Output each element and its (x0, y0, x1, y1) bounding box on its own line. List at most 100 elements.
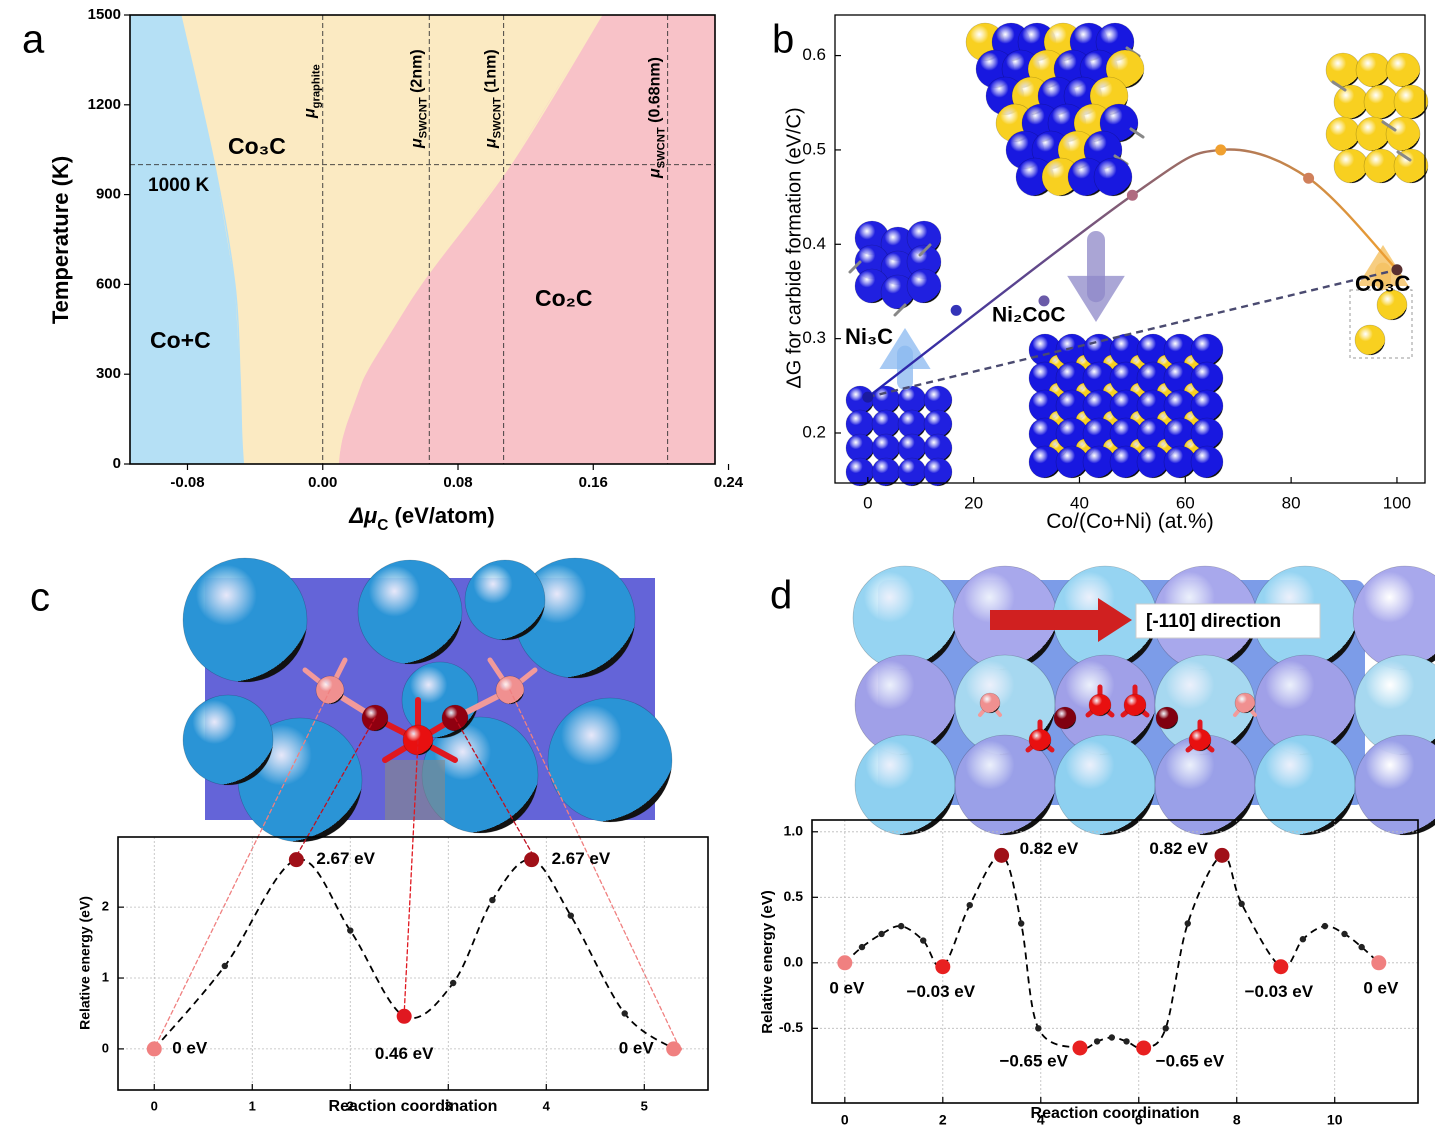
bond (153, 689, 331, 1050)
atom (1354, 324, 1386, 356)
data-point (221, 962, 229, 970)
x-tick-label: 40 (1070, 493, 1089, 512)
panel-label: a (22, 18, 45, 62)
arrow-head (1067, 275, 1125, 322)
bond (454, 717, 534, 856)
data-label: −0.65 eV (1156, 1051, 1225, 1070)
bond (296, 717, 376, 856)
atom (897, 457, 927, 487)
data-point (1035, 1025, 1042, 1032)
y-tick-label: 2 (102, 899, 109, 914)
label-main: Δμ (348, 503, 377, 528)
series-line (844, 854, 1380, 1050)
y-axis-label: Temperature (K) (48, 156, 73, 324)
y-tick-label: 0 (113, 455, 121, 472)
plot-area (118, 837, 708, 1090)
data-point (449, 979, 457, 987)
atom (1363, 84, 1399, 120)
label-sub: SWCNT (417, 97, 429, 138)
y-tick-label: 0.3 (802, 328, 826, 347)
x-tick-label: 6 (1135, 1112, 1143, 1127)
y-tick-label: 300 (96, 365, 121, 382)
atom (1123, 693, 1147, 717)
data-label: −0.03 eV (907, 982, 976, 1001)
data-point (1126, 189, 1138, 201)
y-axis-label: Relative energy (eV) (759, 890, 776, 1033)
data-label: 0.46 eV (375, 1044, 434, 1063)
y-axis-label: Relative energy (eV) (77, 896, 93, 1030)
plot-frame (834, 14, 1426, 484)
label-sub: SWCNT (656, 127, 668, 168)
atom (1355, 52, 1391, 88)
rich-label: ΔμC (eV/atom) (348, 503, 495, 534)
label-main: Co/(Co+Ni) (at.%) (1046, 510, 1213, 533)
data-point (1136, 1040, 1152, 1056)
decorations (152, 22, 1435, 1051)
atom (1354, 734, 1435, 836)
atom (1385, 52, 1421, 88)
label-tail: (0.68nm) (647, 57, 664, 127)
atom (464, 559, 546, 641)
data-point (567, 912, 574, 919)
y-tick-label: 600 (96, 275, 121, 292)
label-main: μ (483, 138, 500, 149)
annotation: [-110] direction (1146, 611, 1281, 632)
atom (357, 559, 463, 665)
rich-label: Reaction coordination (1031, 1105, 1200, 1122)
series-line (867, 148, 1398, 399)
label-main: Reaction coordination (329, 1098, 498, 1115)
data-point (1017, 920, 1025, 927)
panel-label: d (770, 574, 792, 618)
x-tick-label: 5 (641, 1098, 648, 1113)
atom (1234, 692, 1256, 714)
rich-label: Reaction coordination (329, 1098, 498, 1115)
data-label: −0.65 eV (999, 1051, 1068, 1070)
atom (845, 457, 875, 487)
data-label: 0 eV (619, 1038, 655, 1057)
region-fill (130, 15, 244, 464)
data-label: 0.82 eV (1020, 839, 1079, 858)
y-tick-label: 0.4 (802, 234, 826, 253)
panel-label: c (30, 576, 50, 620)
plot-frame (129, 14, 716, 465)
x-tick-label: 2 (939, 1112, 947, 1127)
bond (848, 260, 862, 274)
x-tick-label: 0.16 (579, 474, 608, 491)
y-axis-label: ΔG for carbide formation (eV/C) (783, 107, 805, 388)
x-tick-label: 1 (249, 1098, 256, 1113)
label-sub: C (377, 517, 388, 534)
y-tick-label: 0 (102, 1040, 109, 1055)
data-label: 0.82 eV (1149, 839, 1208, 858)
atom (1190, 389, 1224, 423)
atom (1188, 728, 1212, 752)
atom (871, 457, 901, 487)
label-main: μ (302, 108, 319, 119)
x-tick-label: 10 (1327, 1112, 1343, 1127)
atom (852, 565, 958, 671)
label-sub: SWCNT (492, 97, 504, 138)
y-tick-label: 1.0 (784, 822, 804, 838)
data-point (1215, 144, 1227, 156)
atom (1393, 84, 1429, 120)
bond (918, 243, 932, 257)
label-tail: (eV/atom) (388, 503, 494, 528)
data-point (837, 955, 853, 971)
unit-cell (1349, 289, 1413, 359)
data-point (1303, 172, 1315, 184)
data-point (1391, 264, 1403, 276)
region-fill (130, 15, 602, 464)
x-tick-label: 2 (347, 1098, 354, 1113)
atom (1028, 728, 1052, 752)
data-point (524, 852, 540, 868)
x-tick-label: 0.08 (443, 474, 472, 491)
data-label: 2.67 eV (316, 849, 375, 868)
annotation: 1000 K (148, 175, 210, 196)
data-point (1341, 930, 1348, 938)
atom (1352, 565, 1435, 671)
atom (1333, 84, 1369, 120)
plot-frame (811, 819, 1419, 1104)
annotation: Ni₃C (845, 324, 893, 349)
bond (1381, 120, 1397, 132)
y-tick-label: 0.6 (802, 45, 826, 64)
data-label: 0 eV (829, 978, 865, 997)
